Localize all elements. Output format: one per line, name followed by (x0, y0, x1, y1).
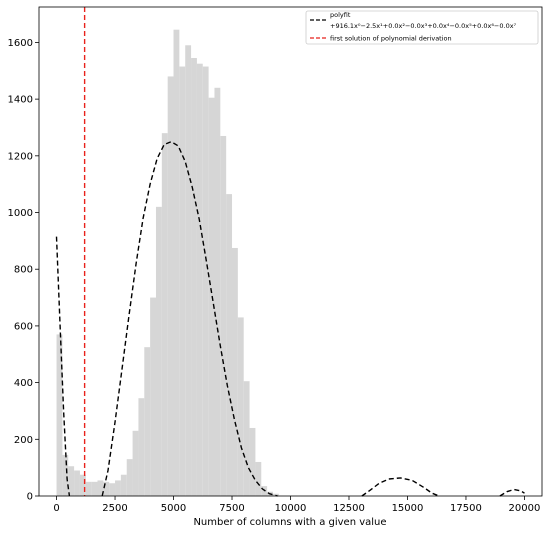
x-tick-label-5: 12500 (333, 503, 365, 514)
histogram-bar-26 (208, 97, 215, 496)
y-axis: 0 200 400 600 800 1000 1200 1400 1600 (8, 38, 39, 503)
legend-polyfit-label: polyfit (330, 11, 351, 19)
polyfit-curve-segment-1 (101, 140, 278, 497)
histogram-bar-16 (150, 297, 156, 496)
y-tick-label-4: 800 (14, 265, 33, 276)
y-tick-label-2: 400 (14, 378, 33, 389)
histogram-bar-21 (179, 66, 186, 497)
y-tick-label-0: 0 (27, 492, 33, 503)
polyfit-curve-segment-3 (499, 488, 525, 497)
polyfit-curve-segment-2 (361, 477, 440, 497)
histogram-bar-27 (214, 87, 221, 496)
histogram-bar-17 (155, 206, 162, 496)
histogram-bar-18 (161, 133, 168, 496)
x-tick-label-6: 15000 (392, 503, 424, 514)
x-tick-label-4: 10000 (275, 503, 307, 514)
histogram-bar-12 (126, 459, 133, 496)
x-axis: 0 2500 5000 7500 10000 12500 15000 17500 20000 (53, 496, 540, 514)
x-tick-label-8: 20000 (509, 503, 541, 514)
y-tick-label-6: 1200 (8, 151, 33, 162)
y-tick-label-8: 1600 (8, 38, 33, 49)
y-tick-label-5: 1000 (8, 208, 33, 219)
histogram-bar-22 (185, 45, 192, 497)
y-tick-label-1: 200 (14, 435, 33, 446)
histogram-bar-29 (226, 194, 233, 497)
x-axis-label: Number of columns with a given value (193, 517, 386, 528)
histogram-bar-3 (74, 470, 80, 496)
histogram-bar-1 (62, 454, 69, 496)
histogram-bar-25 (202, 66, 209, 497)
x-tick-label-2: 5000 (161, 503, 186, 514)
histogram-bar-11 (120, 474, 127, 496)
histogram-bar-10 (115, 480, 121, 496)
legend-vline-label: first solution of polynomial derivation (330, 35, 452, 43)
histogram-bar-33 (249, 427, 256, 496)
histogram-bar-31 (237, 317, 244, 496)
histogram-bar-32 (243, 381, 250, 496)
histogram-bar-30 (232, 247, 238, 496)
histogram-bar-9 (109, 483, 116, 496)
histogram-bar-20 (173, 29, 180, 497)
x-tick-label-7: 17500 (450, 503, 482, 514)
histogram-bar-6 (91, 481, 98, 496)
histogram-bar-8 (103, 481, 110, 496)
histogram-bar-14 (138, 398, 145, 496)
histogram-bar-34 (255, 461, 262, 496)
histogram-bar-28 (220, 135, 227, 496)
plot-area (39, 7, 542, 496)
histogram-bar-7 (97, 480, 104, 496)
legend-polyfit-equation: +916.1x⁰−2.5x¹+0.0x²−0.0x³+0.0x⁴−0.0x⁵+0… (330, 22, 517, 30)
histogram-bar-4 (79, 474, 86, 496)
histogram-bar-24 (196, 63, 203, 497)
y-tick-label-3: 600 (14, 321, 33, 332)
x-tick-label-0: 0 (53, 503, 59, 514)
histogram-bar-13 (132, 430, 139, 496)
y-tick-label-7: 1400 (8, 95, 33, 106)
histogram-bar-5 (85, 481, 92, 496)
legend: polyfit +916.1x⁰−2.5x¹+0.0x²−0.0x³+0.0x⁴… (305, 10, 539, 45)
histogram-bar-0 (56, 334, 63, 496)
histogram-bars (56, 29, 279, 497)
histogram-bar-2 (68, 466, 75, 496)
histogram-bar-23 (191, 58, 197, 496)
polyfit-curve-segment-0 (55, 236, 71, 497)
x-tick-label-1: 2500 (102, 503, 127, 514)
x-tick-label-3: 7500 (219, 503, 244, 514)
polyfit-curve-group (55, 140, 525, 497)
histogram-bar-15 (144, 347, 151, 496)
histogram-bar-19 (167, 76, 174, 496)
histogram-bar-35 (261, 486, 268, 496)
legend-box (305, 10, 539, 45)
